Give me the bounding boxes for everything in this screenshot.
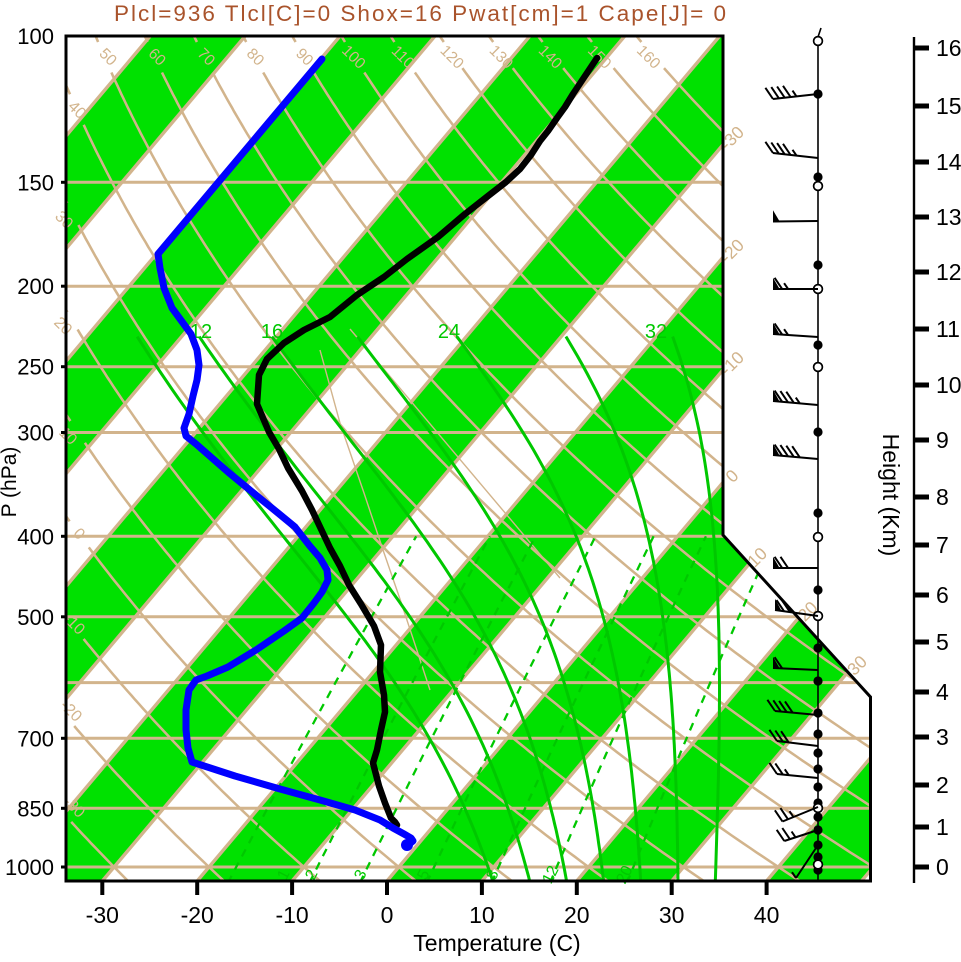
svg-text:13: 13: [936, 204, 961, 230]
svg-text:-30: -30: [86, 902, 119, 928]
svg-text:-20: -20: [181, 902, 214, 928]
svg-text:40: 40: [754, 902, 780, 928]
svg-text:32: 32: [645, 321, 667, 343]
svg-text:150: 150: [17, 170, 54, 195]
svg-text:1: 1: [936, 814, 949, 840]
svg-text:2: 2: [936, 772, 949, 798]
svg-text:100: 100: [17, 24, 54, 49]
svg-text:300: 300: [17, 421, 54, 446]
svg-text:Temperature (C): Temperature (C): [413, 930, 580, 956]
svg-text:3: 3: [936, 724, 949, 750]
svg-text:30: 30: [659, 902, 685, 928]
svg-text:11: 11: [936, 316, 960, 342]
svg-text:6: 6: [936, 582, 949, 608]
svg-text:10: 10: [936, 372, 961, 398]
svg-text:16: 16: [936, 35, 961, 61]
svg-text:Height (Km): Height (Km): [878, 434, 904, 557]
svg-text:12: 12: [936, 259, 961, 285]
svg-text:1000: 1000: [5, 855, 54, 880]
svg-text:200: 200: [17, 274, 54, 299]
svg-text:0: 0: [936, 854, 949, 880]
svg-text:14: 14: [936, 149, 961, 175]
svg-text:-10: -10: [275, 902, 308, 928]
svg-text:400: 400: [17, 524, 54, 549]
svg-text:0: 0: [381, 902, 394, 928]
svg-text:15: 15: [936, 93, 961, 119]
svg-text:16: 16: [261, 321, 283, 343]
svg-text:5: 5: [936, 629, 949, 655]
svg-text:850: 850: [17, 796, 54, 821]
svg-text:20: 20: [564, 902, 590, 928]
svg-text:8: 8: [936, 484, 949, 510]
svg-text:250: 250: [17, 355, 54, 380]
svg-text:Plcl=936 Tlcl[C]=0 Shox=16 Pwa: Plcl=936 Tlcl[C]=0 Shox=16 Pwat[cm]=1 Ca…: [114, 1, 728, 26]
svg-text:700: 700: [17, 726, 54, 751]
svg-text:4: 4: [936, 679, 949, 705]
svg-text:P (hPa): P (hPa): [0, 447, 21, 518]
svg-text:10: 10: [469, 902, 495, 928]
svg-text:9: 9: [936, 427, 949, 453]
svg-text:7: 7: [936, 532, 949, 558]
svg-text:500: 500: [17, 605, 54, 630]
svg-text:24: 24: [438, 321, 460, 343]
